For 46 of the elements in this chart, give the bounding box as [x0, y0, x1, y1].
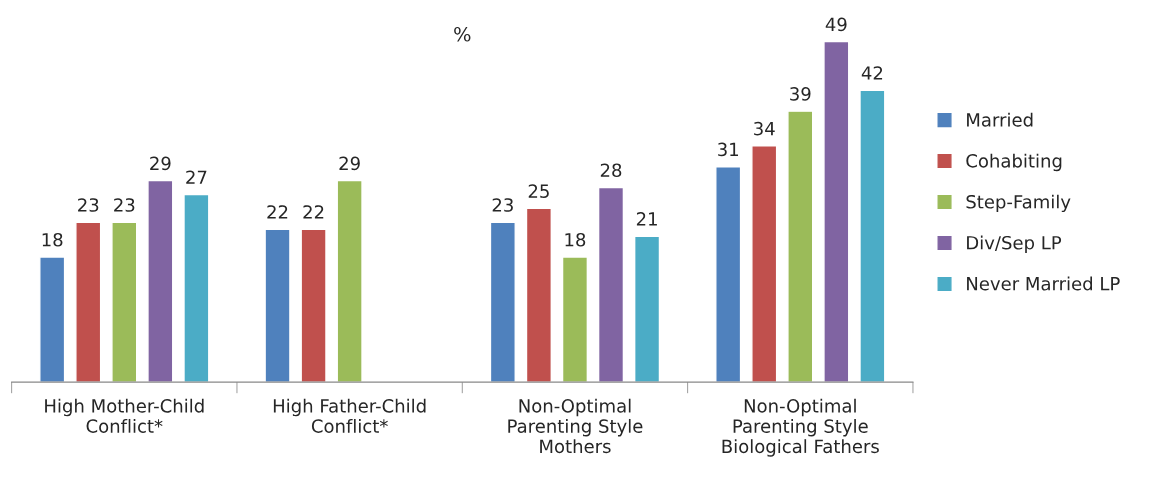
bar [111, 221, 138, 383]
x-tick-label: Non-Optimal Parenting Style Mothers [508, 398, 643, 454]
data-label: 23 [492, 198, 513, 212]
data-label: 25 [528, 184, 549, 198]
data-label: 18 [565, 232, 586, 247]
data-label: 27 [186, 170, 207, 184]
legend-label: Never Married LP [967, 276, 1120, 291]
x-tick-label: High Father-Child Conflict* [273, 398, 426, 433]
data-label: 18 [42, 232, 63, 247]
bar [751, 145, 778, 383]
bar [300, 228, 327, 383]
bar [525, 207, 552, 383]
bar [336, 179, 363, 383]
data-label: 23 [78, 198, 99, 212]
data-label: 34 [754, 121, 775, 136]
data-label: 28 [600, 163, 622, 178]
x-tick-label: High Mother-Child Conflict* [45, 398, 204, 433]
data-label: 22 [303, 205, 324, 219]
data-label: 21 [636, 212, 657, 226]
bar [183, 193, 210, 383]
bar [859, 89, 886, 383]
data-label: 22 [267, 205, 288, 219]
x-tick-label: Non-Optimal Parenting Style Biological Fathers [722, 398, 879, 457]
bar [823, 40, 850, 383]
bar [715, 166, 742, 383]
bar [75, 221, 102, 383]
legend-label: Step-Family [966, 194, 1071, 213]
data-label: 23 [114, 198, 135, 212]
bar [489, 221, 516, 383]
bar [597, 186, 625, 383]
bar [633, 235, 661, 383]
data-label: 39 [790, 87, 811, 101]
data-label: 49 [825, 17, 847, 32]
chart-title: % [454, 26, 471, 42]
legend-label: Div/Sep LP [967, 235, 1062, 254]
data-label: 42 [861, 66, 883, 80]
data-label: 29 [150, 156, 171, 171]
legend-label: Married [967, 112, 1033, 127]
bar [147, 179, 174, 383]
bar [561, 256, 589, 383]
bar [264, 228, 291, 383]
data-label: 31 [718, 142, 738, 157]
bar [39, 256, 66, 383]
legend-label: Cohabiting [966, 153, 1062, 172]
data-label: 29 [339, 156, 360, 171]
bar [787, 110, 814, 383]
